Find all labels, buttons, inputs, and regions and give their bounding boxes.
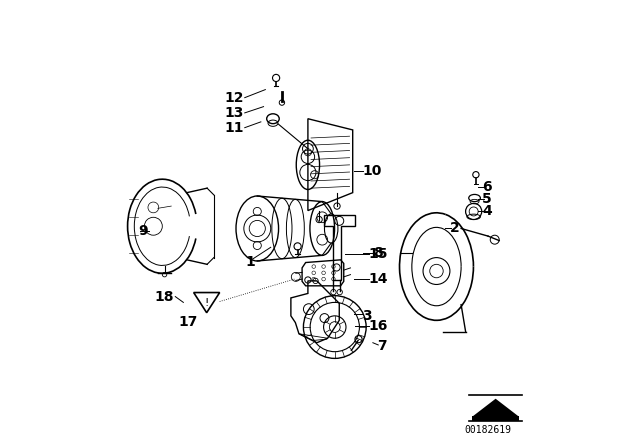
Text: 1: 1	[245, 255, 255, 269]
Text: 12: 12	[225, 90, 244, 105]
Text: !: !	[204, 298, 209, 308]
Text: 9: 9	[139, 224, 148, 238]
Text: 00182619: 00182619	[465, 425, 511, 435]
Text: 3: 3	[362, 309, 372, 323]
Text: 13: 13	[225, 106, 244, 120]
Text: 15: 15	[369, 247, 388, 262]
Text: 6: 6	[482, 180, 492, 194]
Text: 17: 17	[178, 314, 198, 329]
Text: 16: 16	[369, 319, 388, 333]
Text: 14: 14	[369, 271, 388, 286]
Text: 7: 7	[378, 339, 387, 353]
Text: 10: 10	[362, 164, 382, 178]
Text: 5: 5	[482, 192, 492, 207]
Polygon shape	[472, 399, 519, 417]
Text: 8: 8	[373, 246, 383, 260]
Text: 11: 11	[225, 121, 244, 135]
Text: 18: 18	[155, 289, 174, 304]
Bar	[472, 416, 519, 421]
Text: 2: 2	[450, 221, 460, 236]
Text: 4: 4	[482, 203, 492, 218]
